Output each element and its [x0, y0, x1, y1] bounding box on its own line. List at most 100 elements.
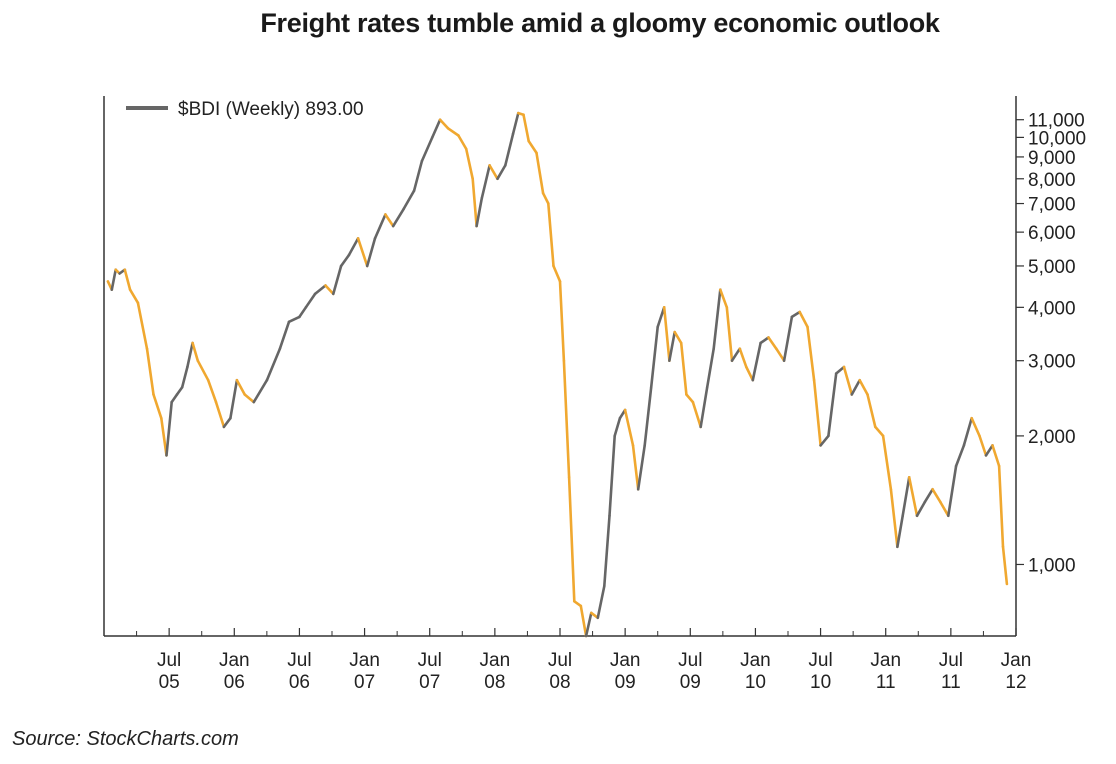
series-segment [623, 408, 635, 447]
series-segment [718, 288, 729, 309]
chart-legend: $BDI (Weekly) 893.00 [126, 99, 364, 120]
x-tick-label-year: 09 [615, 672, 636, 693]
series-segment [649, 325, 660, 389]
series-segment [165, 400, 173, 457]
x-tick-label-month: Jul [678, 650, 702, 671]
series-segment [152, 393, 163, 420]
series-segment [347, 237, 360, 257]
series-segment [656, 305, 666, 329]
series-segment [923, 487, 934, 504]
x-tick-label-year: 09 [680, 672, 701, 693]
series-segment [488, 164, 499, 181]
series-segment [191, 341, 200, 363]
series-segment [373, 213, 387, 240]
series-segment [751, 341, 762, 382]
series-segment [365, 237, 377, 268]
series-segment [558, 280, 566, 363]
chart-axes: 1,000 2,000 3,000 4,000 5,000 6,000 7,000 8,000… [103, 96, 1086, 693]
x-tick-label-year: 07 [419, 672, 440, 693]
x-tick-label-year: 12 [1005, 672, 1026, 693]
y-tick-label: 8,000 [1028, 170, 1076, 191]
series-segment [136, 301, 149, 351]
x-tick-label-year: 06 [289, 672, 310, 693]
series-segment [643, 385, 653, 447]
series-segment [562, 359, 571, 479]
series-segment [767, 336, 778, 351]
series-segment [579, 604, 588, 638]
series-segment [522, 113, 531, 143]
series-segment [759, 336, 770, 345]
series-segment [873, 425, 885, 438]
bdi-series [106, 111, 1009, 638]
series-segment [475, 197, 484, 228]
x-tick-label-month: Jul [548, 650, 572, 671]
series-segment [235, 378, 246, 396]
series-segment [480, 164, 491, 200]
series-segment [402, 189, 416, 211]
y-tick-label: 9,000 [1028, 148, 1076, 169]
y-tick-label: 11,000 [1028, 111, 1085, 132]
series-segment [636, 444, 647, 491]
series-segment [243, 393, 256, 404]
x-tick-label-month: Jul [157, 650, 181, 671]
series-segment [471, 177, 478, 228]
series-segment [160, 416, 168, 457]
series-segment [997, 464, 1005, 549]
series-segment [806, 325, 816, 382]
series-segment [145, 347, 155, 396]
series-segment [978, 434, 988, 457]
series-segment [954, 444, 966, 468]
series-segment [567, 475, 576, 603]
series-segment [572, 599, 583, 608]
series-segment [541, 191, 550, 205]
chart-title: Freight rates tumble amid a gloomy econo… [260, 8, 940, 38]
series-segment [252, 378, 269, 404]
series-segment [730, 347, 742, 363]
series-segment [662, 305, 671, 363]
series-segment [313, 284, 327, 296]
series-segment [186, 341, 194, 369]
series-segment [546, 202, 555, 268]
series-segment [970, 416, 981, 438]
series-segment [858, 378, 869, 396]
series-segment [819, 434, 830, 447]
series-segment [915, 500, 927, 518]
series-segment [798, 310, 809, 329]
series-segment [222, 416, 232, 429]
x-tick-label-year: 11 [876, 672, 896, 693]
series-segment [790, 310, 802, 319]
series-segment [596, 584, 606, 620]
x-tick-label-month: Jan [480, 650, 511, 671]
x-tick-label-year: 05 [159, 672, 180, 693]
series-segment [946, 464, 958, 518]
series-segment [738, 347, 748, 369]
series-segment [685, 393, 695, 404]
series-segment [827, 372, 838, 438]
y-tick-label: 7,000 [1028, 195, 1076, 216]
y-tick-label: 6,000 [1028, 223, 1076, 244]
series-segment [304, 292, 317, 309]
series-segment [744, 365, 755, 382]
series-segment [699, 385, 709, 429]
series-segment [196, 359, 210, 382]
series-segment [511, 111, 520, 135]
y-tick-label: 4,000 [1028, 298, 1076, 319]
series-segment [535, 151, 545, 195]
series-segment [298, 305, 308, 319]
series-segment [668, 330, 677, 363]
series-segment [391, 207, 406, 228]
series-segment [889, 487, 899, 549]
series-segment [725, 305, 734, 363]
series-segment [170, 393, 179, 404]
series-segment [834, 365, 846, 375]
series-segment [287, 315, 301, 324]
series-segment [438, 118, 450, 130]
x-tick-label-month: Jul [418, 650, 442, 671]
x-tick-label-year: 11 [941, 672, 961, 693]
series-segment [881, 434, 893, 491]
series-segment [412, 159, 424, 192]
series-segment [931, 487, 942, 504]
series-segment [384, 213, 395, 228]
x-tick-label-year: 10 [810, 672, 831, 693]
y-tick-label: 2,000 [1028, 427, 1076, 448]
